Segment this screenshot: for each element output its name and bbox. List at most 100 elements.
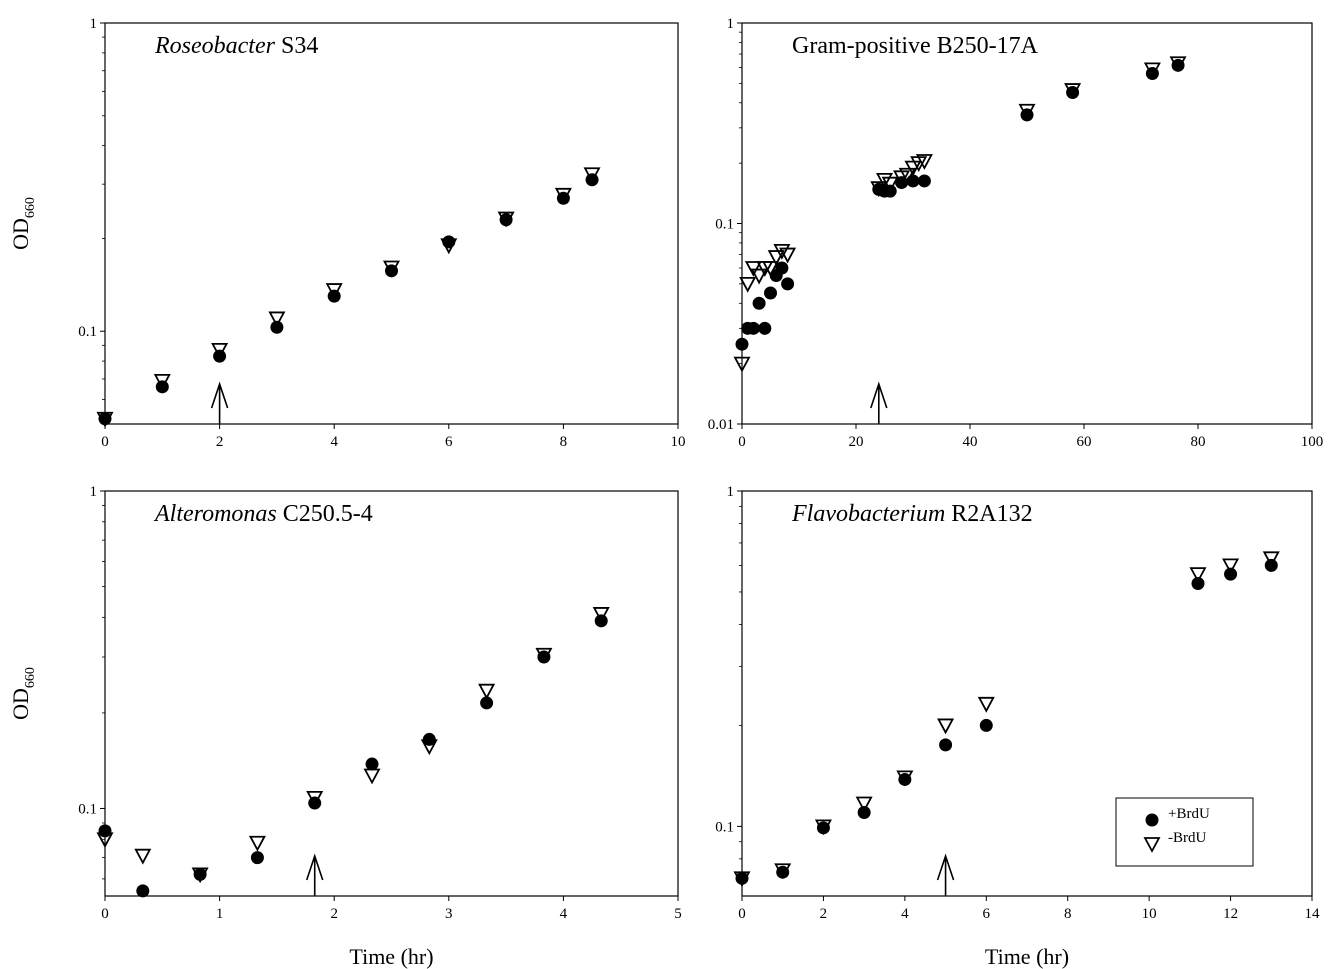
- x-tick-label: 12: [1223, 906, 1238, 922]
- data-point-triangle: [773, 244, 791, 260]
- data-point-circle: [752, 296, 766, 310]
- data-point-triangle: [875, 172, 894, 189]
- data-point-circle: [764, 286, 777, 300]
- y-tick-label: 1: [90, 16, 98, 32]
- data-point-circle: [136, 884, 150, 898]
- data-point-triangle: [1018, 103, 1036, 120]
- data-point-triangle: [750, 268, 768, 285]
- data-point-triangle: [96, 832, 114, 849]
- legend: +BrdU -BrdU: [1115, 797, 1254, 867]
- data-point-circle: [898, 772, 912, 786]
- data-point-circle: [939, 738, 953, 752]
- series-plus-brdu: [735, 558, 1278, 885]
- x-tick-label: 3: [445, 906, 453, 922]
- y-axis-title-main: OD: [8, 218, 33, 250]
- legend-label: -BrdU: [1168, 830, 1206, 846]
- data-point-triangle: [814, 819, 832, 836]
- y-tick-label: 0.1: [78, 801, 97, 817]
- data-point-triangle: [268, 311, 286, 328]
- legend-marker-triangle: [1143, 837, 1161, 853]
- legend-marker-circle: [1145, 813, 1159, 827]
- plot-frame: [741, 22, 1313, 425]
- data-point-circle: [758, 321, 772, 335]
- y-axis-title-sub: 660: [23, 197, 38, 218]
- data-point-triangle: [191, 867, 209, 884]
- x-tick-label: 0: [101, 906, 109, 922]
- x-tick-label: 80: [1191, 434, 1206, 450]
- x-tick-label: 60: [1077, 434, 1092, 450]
- x-tick-label: 20: [849, 434, 864, 450]
- data-point-triangle: [497, 211, 515, 228]
- y-tick-label: 0.1: [715, 819, 734, 835]
- y-tick-label: 0.1: [715, 217, 734, 233]
- series-minus-brdu: [733, 56, 1187, 373]
- panel-2: 0 20 40 60 80 100 0.01 0.1 1 Gram-positive B250-1…: [708, 16, 1324, 450]
- x-tick-label: 10: [1142, 906, 1157, 922]
- series-minus-brdu: [96, 607, 610, 884]
- data-point-triangle: [977, 696, 995, 713]
- panel-title-strain: C250.5-4: [277, 501, 373, 527]
- data-point-triangle: [440, 238, 458, 255]
- data-point-circle: [499, 213, 513, 227]
- panel-title-strain: S34: [275, 33, 318, 59]
- y-axis-title: OD660: [8, 197, 38, 250]
- panel-title-genus: Flavobacterium: [791, 501, 945, 527]
- data-point-triangle: [1143, 62, 1161, 79]
- data-point-circle: [776, 865, 790, 879]
- panel-title-genus: Roseobacter: [154, 33, 276, 59]
- data-point-triangle: [898, 167, 916, 184]
- data-point-triangle: [1262, 551, 1280, 568]
- data-point-triangle: [1064, 83, 1082, 99]
- data-point-triangle: [554, 187, 572, 204]
- y-tick-label: 1: [727, 484, 735, 500]
- data-point-triangle: [96, 411, 114, 428]
- data-point-circle: [775, 261, 789, 275]
- data-point-circle: [193, 867, 207, 881]
- y-tick-label: 0.1: [78, 324, 97, 340]
- panel-title-strain: R2A132: [945, 501, 1032, 527]
- data-point-circle: [250, 851, 264, 865]
- data-point-triangle: [733, 871, 751, 888]
- data-point-triangle: [767, 250, 785, 266]
- data-point-triangle: [733, 356, 751, 373]
- y-tick-label: 0.01: [708, 417, 734, 433]
- x-tick-label: 100: [1301, 434, 1324, 450]
- x-tick-label: 4: [330, 434, 338, 450]
- data-point-circle: [735, 337, 749, 351]
- data-point-circle: [365, 757, 379, 771]
- plot-frame: [104, 490, 679, 897]
- data-point-triangle: [896, 770, 914, 787]
- plot-frame: [741, 490, 1313, 897]
- legend-label: +BrdU: [1168, 806, 1210, 822]
- data-point-triangle: [478, 683, 496, 700]
- data-point-triangle: [248, 835, 266, 852]
- data-point-triangle: [583, 167, 601, 184]
- x-tick-label: 8: [1064, 906, 1072, 922]
- x-tick-label: 0: [738, 906, 746, 922]
- data-point-triangle: [1222, 558, 1240, 575]
- data-point-circle: [735, 871, 749, 885]
- data-point-circle: [1171, 58, 1185, 72]
- data-point-triangle: [363, 768, 381, 785]
- y-axis-title: OD660: [8, 667, 38, 720]
- data-point-triangle: [937, 718, 955, 735]
- addition-arrow: [870, 381, 888, 424]
- x-tick-label: 0: [101, 434, 109, 450]
- x-tick-label: 4: [901, 906, 909, 922]
- data-point-circle: [480, 696, 494, 710]
- plot-frame: [104, 22, 679, 425]
- panel-title: Roseobacter S34: [154, 33, 318, 59]
- addition-arrow: [305, 853, 324, 896]
- series-plus-brdu: [98, 614, 608, 898]
- data-point-circle: [442, 235, 456, 249]
- addition-arrow: [210, 381, 229, 424]
- data-point-triangle: [325, 283, 343, 299]
- data-point-triangle: [1189, 567, 1207, 584]
- series-plus-brdu: [98, 173, 599, 426]
- data-point-triangle: [774, 863, 792, 880]
- y-axis-title-main: OD: [8, 688, 33, 720]
- panel-4: 0 2 4 6 8 10 12 14 0.1 1 Flavobacterium R2A132 Time…: [715, 484, 1320, 969]
- panel-title-genus: Alteromonas: [153, 501, 277, 527]
- data-point-triangle: [779, 247, 797, 264]
